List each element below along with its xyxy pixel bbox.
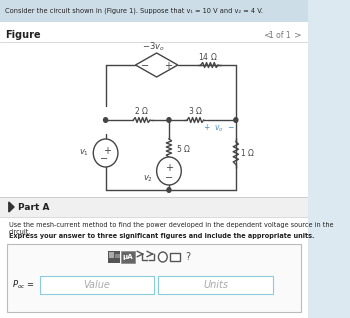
Text: $v_1$: $v_1$ bbox=[79, 148, 90, 158]
FancyBboxPatch shape bbox=[109, 252, 114, 258]
Circle shape bbox=[167, 188, 171, 192]
Text: Use the mesh-current method to find the power developed in the dependent voltage: Use the mesh-current method to find the … bbox=[9, 222, 333, 235]
FancyBboxPatch shape bbox=[7, 244, 301, 312]
Text: 1 $\Omega$: 1 $\Omega$ bbox=[240, 148, 255, 158]
Text: −: − bbox=[165, 173, 173, 183]
Text: 1 of 1: 1 of 1 bbox=[269, 31, 290, 39]
Circle shape bbox=[167, 118, 171, 122]
Text: Value: Value bbox=[83, 280, 110, 290]
FancyBboxPatch shape bbox=[115, 254, 120, 258]
Text: 5 $\Omega$: 5 $\Omega$ bbox=[176, 142, 191, 154]
Text: μA: μA bbox=[123, 254, 133, 260]
Text: 14 $\Omega$: 14 $\Omega$ bbox=[198, 51, 217, 61]
Text: −: − bbox=[141, 61, 149, 71]
Text: Express your answer to three significant figures and include the appropriate uni: Express your answer to three significant… bbox=[9, 233, 314, 239]
Text: $v_2$: $v_2$ bbox=[143, 174, 153, 184]
FancyBboxPatch shape bbox=[0, 0, 308, 22]
FancyBboxPatch shape bbox=[40, 276, 154, 294]
FancyBboxPatch shape bbox=[121, 251, 135, 263]
Text: +: + bbox=[103, 146, 111, 156]
Polygon shape bbox=[9, 202, 14, 212]
Text: Consider the circuit shown in (Figure 1). Suppose that v₁ = 10 V and v₂ = 4 V.: Consider the circuit shown in (Figure 1)… bbox=[5, 8, 263, 14]
Polygon shape bbox=[135, 53, 178, 77]
Text: $P_{oc}$ =: $P_{oc}$ = bbox=[12, 279, 35, 291]
Circle shape bbox=[104, 118, 107, 122]
FancyBboxPatch shape bbox=[0, 197, 308, 217]
Text: $+$  $v_o$  $-$: $+$ $v_o$ $-$ bbox=[203, 122, 235, 134]
Text: −: − bbox=[100, 154, 108, 164]
Text: >: > bbox=[294, 31, 301, 39]
Text: $-3v_o$: $-3v_o$ bbox=[142, 41, 164, 53]
FancyBboxPatch shape bbox=[108, 251, 120, 263]
Text: +: + bbox=[165, 163, 173, 173]
Text: <: < bbox=[264, 31, 271, 39]
Text: 2 $\Omega$: 2 $\Omega$ bbox=[134, 105, 149, 115]
Text: Part A: Part A bbox=[18, 203, 49, 211]
FancyBboxPatch shape bbox=[170, 253, 180, 261]
Circle shape bbox=[93, 139, 118, 167]
Circle shape bbox=[234, 118, 238, 122]
Text: 3 $\Omega$: 3 $\Omega$ bbox=[188, 105, 203, 115]
Text: ?: ? bbox=[185, 252, 190, 262]
Circle shape bbox=[157, 157, 181, 185]
Circle shape bbox=[159, 252, 167, 262]
FancyBboxPatch shape bbox=[159, 276, 273, 294]
Text: Figure: Figure bbox=[5, 30, 41, 40]
Text: +: + bbox=[164, 61, 172, 71]
FancyBboxPatch shape bbox=[0, 22, 308, 318]
Text: Units: Units bbox=[203, 280, 228, 290]
